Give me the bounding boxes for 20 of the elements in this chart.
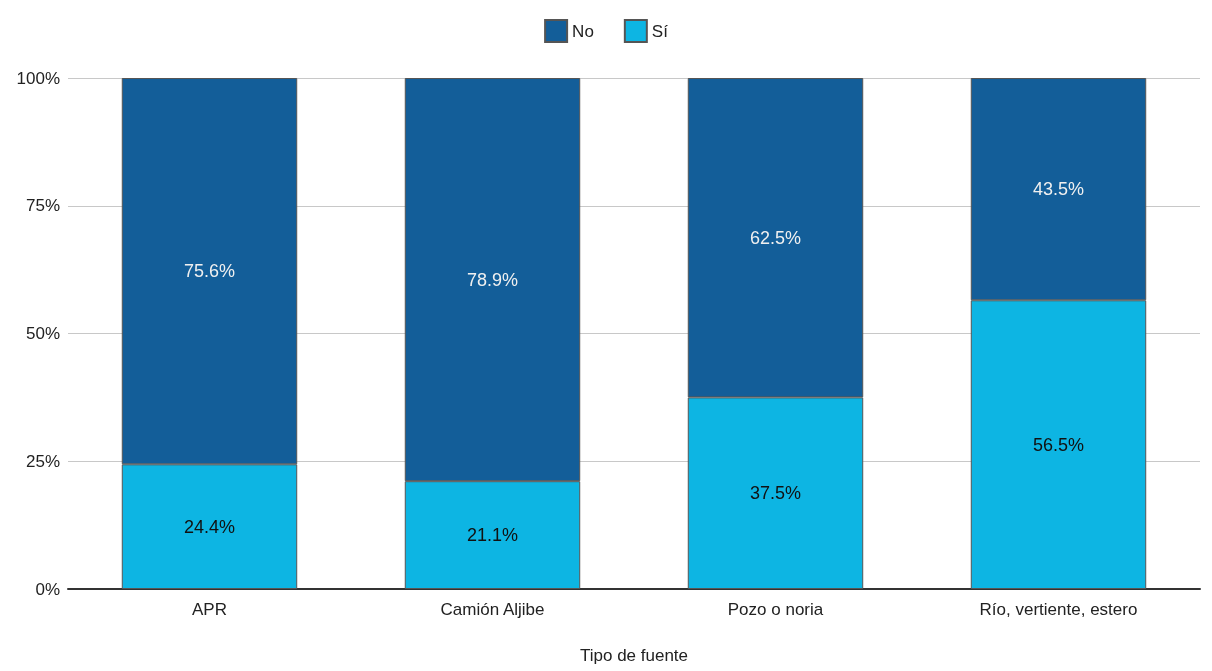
y-tick-label: 50% [25,324,60,343]
data-label: 37.5% [749,483,802,504]
y-tick-label: 0% [35,579,60,599]
x-axis-title: Tipo de fuente [579,646,689,665]
y-tick-label: 75% [25,196,60,216]
data-label: 56.5% [1032,434,1085,455]
data-label: 62.5% [749,227,802,248]
data-label: 75.6% [183,261,236,282]
x-tick-label: Pozo o noria [727,600,824,619]
data-label: 78.9% [466,269,519,290]
x-tick-label: Camión Aljibe [440,600,545,619]
y-tick-label: 25% [25,451,60,471]
x-tick-label: APR [192,600,227,619]
legend-label: No [572,21,594,41]
legend-label: Sí [651,21,669,41]
data-label: 24.4% [183,516,236,537]
data-label: 21.1% [466,525,519,546]
data-label: 43.5% [1032,179,1085,200]
x-tick-label: Río, vertiente, estero [979,600,1138,619]
y-tick-label: 100% [16,68,60,88]
